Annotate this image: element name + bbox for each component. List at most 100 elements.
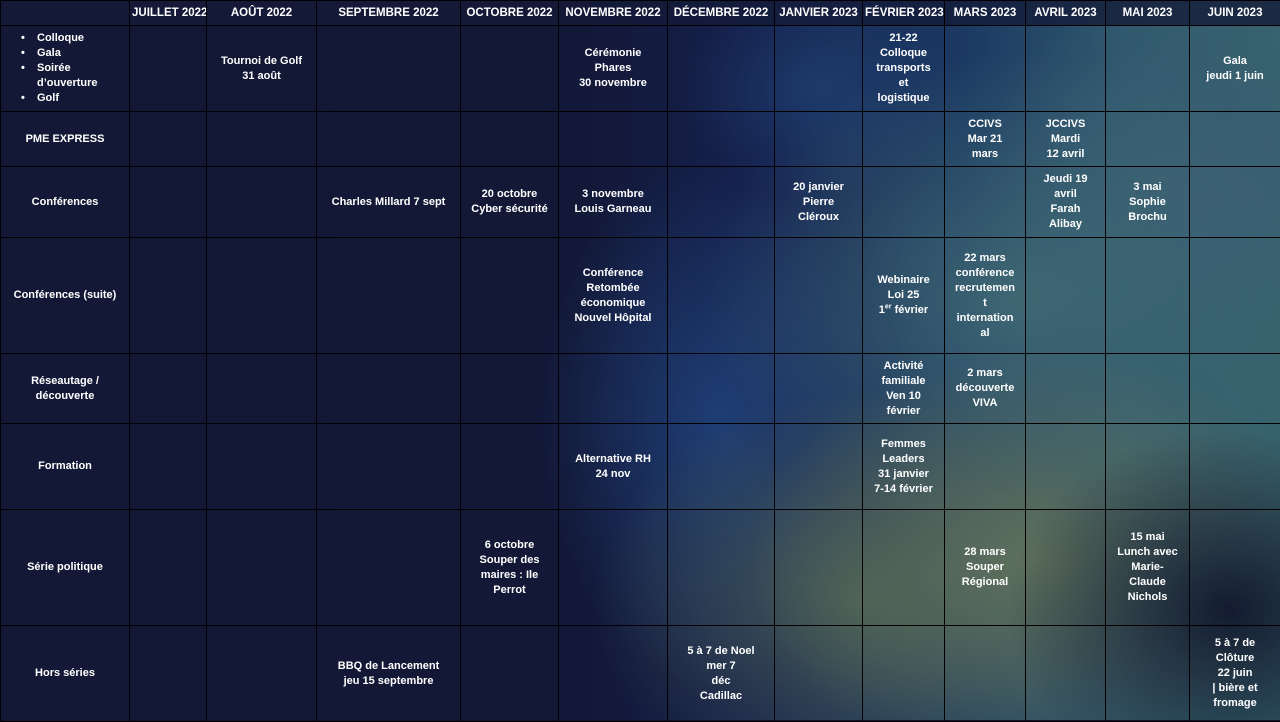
event-cell: Femmes Leaders 31 janvier 7-14 février <box>863 424 945 510</box>
event-cell <box>1106 26 1190 112</box>
event-cell <box>130 167 207 238</box>
event-cell <box>668 112 775 167</box>
header-row: JUILLET 2022 AOÛT 2022 SEPTEMBRE 2022 OC… <box>1 1 1280 26</box>
month-header: JANVIER 2023 <box>775 1 863 26</box>
table-row: Réseautage / découverte Activité familial… <box>1 354 1280 424</box>
event-cell <box>945 26 1026 112</box>
event-cell <box>1190 238 1280 354</box>
ordinal-suffix: er <box>885 303 892 310</box>
event-cell: Cérémonie Phares 30 novembre <box>559 26 668 112</box>
month-header: OCTOBRE 2022 <box>461 1 559 26</box>
event-cell <box>1190 167 1280 238</box>
event-cell <box>668 238 775 354</box>
event-cell <box>130 26 207 112</box>
event-cell <box>461 354 559 424</box>
event-cell <box>1190 112 1280 167</box>
event-type-item: Soirée d’ouverture <box>21 61 127 91</box>
event-cell: Activité familiale Ven 10 février <box>863 354 945 424</box>
month-header: MARS 2023 <box>945 1 1026 26</box>
event-cell <box>130 424 207 510</box>
event-cell <box>317 510 461 626</box>
event-cell: Alternative RH 24 nov <box>559 424 668 510</box>
event-cell <box>668 424 775 510</box>
row-label: PME EXPRESS <box>1 112 130 167</box>
table-row: Formation Alternative RH 24 nov Femmes Lea… <box>1 424 1280 510</box>
month-header: JUILLET 2022 <box>130 1 207 26</box>
row-label: Conférences <box>1 167 130 238</box>
event-cell: 20 janvier Pierre Cléroux <box>775 167 863 238</box>
event-cell <box>130 238 207 354</box>
event-cell: CCIVS Mar 21 mars <box>945 112 1026 167</box>
event-cell <box>207 238 317 354</box>
event-type-item: Gala <box>21 46 127 61</box>
event-cell: Conférence Retombée économique Nouvel Hô… <box>559 238 668 354</box>
row-label: Hors séries <box>1 626 130 722</box>
event-type-item: Golf <box>21 91 127 106</box>
month-header: MAI 2023 <box>1106 1 1190 26</box>
event-cell <box>775 112 863 167</box>
event-cell <box>668 26 775 112</box>
event-cell <box>559 354 668 424</box>
event-cell <box>775 238 863 354</box>
event-cell <box>461 238 559 354</box>
event-cell: 6 octobre Souper des maires : Ile Perrot <box>461 510 559 626</box>
row-label: Conférences (suite) <box>1 238 130 354</box>
table-row: Série politique 6 octobre Souper des mair… <box>1 510 1280 626</box>
event-cell <box>1106 424 1190 510</box>
event-cell <box>559 626 668 722</box>
event-cell <box>1106 354 1190 424</box>
event-cell <box>1026 510 1106 626</box>
row-label: Série politique <box>1 510 130 626</box>
event-cell <box>207 167 317 238</box>
event-cell <box>863 626 945 722</box>
month-header: NOVEMBRE 2022 <box>559 1 668 26</box>
event-cell <box>1190 354 1280 424</box>
event-cell <box>317 424 461 510</box>
event-cell <box>775 424 863 510</box>
event-cell <box>1026 626 1106 722</box>
event-cell <box>668 510 775 626</box>
event-cell <box>461 112 559 167</box>
event-cell <box>1106 112 1190 167</box>
event-cell <box>130 112 207 167</box>
event-cell <box>559 510 668 626</box>
event-cell <box>863 112 945 167</box>
month-header: FÉVRIER 2023 <box>863 1 945 26</box>
event-cell <box>775 26 863 112</box>
event-cell: Charles Millard 7 sept <box>317 167 461 238</box>
event-cell: 5 à 7 de Noel mer 7 déc Cadillac <box>668 626 775 722</box>
event-cell: 2 mars découverte VIVA <box>945 354 1026 424</box>
event-cell: Tournoi de Golf 31 août <box>207 26 317 112</box>
event-cell <box>207 626 317 722</box>
event-cell <box>1026 354 1106 424</box>
event-cell <box>317 354 461 424</box>
header-corner <box>1 1 130 26</box>
event-cell <box>775 510 863 626</box>
month-header: DÉCEMBRE 2022 <box>668 1 775 26</box>
event-cell <box>559 112 668 167</box>
row-label: Formation <box>1 424 130 510</box>
table-row: Conférences (suite) Conférence Retombée é… <box>1 238 1280 354</box>
event-cell <box>207 424 317 510</box>
event-cell: 15 mai Lunch avec Marie- Claude Nichols <box>1106 510 1190 626</box>
event-cell <box>1106 238 1190 354</box>
month-header: SEPTEMBRE 2022 <box>317 1 461 26</box>
row-label: Réseautage / découverte <box>1 354 130 424</box>
event-cell <box>130 354 207 424</box>
month-header: JUIN 2023 <box>1190 1 1280 26</box>
event-cell <box>1026 238 1106 354</box>
event-cell <box>1190 424 1280 510</box>
event-cell <box>1190 510 1280 626</box>
event-cell: 3 novembre Louis Garneau <box>559 167 668 238</box>
event-cell <box>461 26 559 112</box>
event-cell <box>130 626 207 722</box>
event-cell <box>775 626 863 722</box>
event-cell <box>207 354 317 424</box>
event-cell: 20 octobre Cyber sécurité <box>461 167 559 238</box>
event-cell <box>945 626 1026 722</box>
event-cell: Gala jeudi 1 juin <box>1190 26 1280 112</box>
